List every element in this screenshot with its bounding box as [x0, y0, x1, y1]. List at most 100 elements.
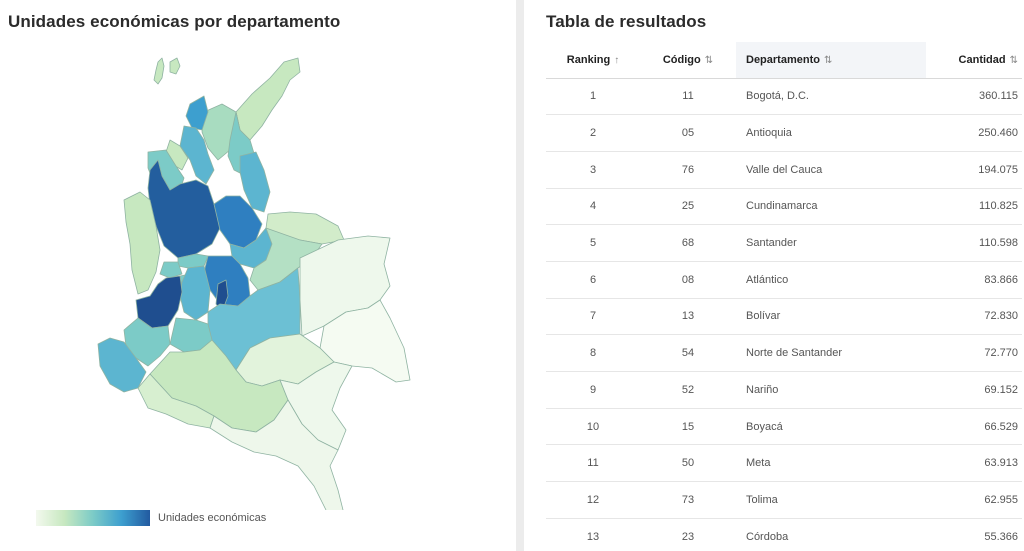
- cell-codigo: 05: [640, 114, 736, 152]
- cell-codigo: 76: [640, 151, 736, 189]
- cell-cantidad: 110.825: [926, 188, 1022, 226]
- table-row: 8 54 Norte de Santander 72.770: [546, 334, 1022, 372]
- cell-cantidad: 69.152: [926, 371, 1022, 409]
- cell-ranking: 6: [546, 261, 640, 299]
- legend-gradient-bar: [36, 510, 150, 526]
- sort-toggle-icon[interactable]: ⇅: [1009, 54, 1018, 66]
- sort-toggle-icon[interactable]: ⇅: [704, 54, 714, 66]
- region-choco[interactable]: [123, 191, 161, 295]
- cell-departamento: Boyacá: [736, 408, 926, 446]
- cell-cantidad: 72.830: [926, 298, 1022, 336]
- map-panel: Unidades económicas por departamento: [0, 12, 516, 526]
- cell-departamento: Atlántico: [736, 261, 926, 299]
- cell-codigo: 73: [640, 481, 736, 519]
- cell-cantidad: 62.955: [926, 481, 1022, 519]
- cell-cantidad: 110.598: [926, 224, 1022, 262]
- region-providencia[interactable]: [169, 57, 181, 75]
- table-title: Tabla de resultados: [546, 12, 707, 31]
- cell-ranking: 3: [546, 151, 640, 189]
- cell-codigo: 25: [640, 188, 736, 226]
- cell-codigo: 08: [640, 261, 736, 299]
- table-row: 10 15 Boyacá 66.529: [546, 408, 1022, 446]
- table-row: 12 73 Tolima 62.955: [546, 481, 1022, 519]
- cell-departamento: Córdoba: [736, 518, 926, 551]
- table-row: 3 76 Valle del Cauca 194.075: [546, 151, 1022, 189]
- table-row: 11 50 Meta 63.913: [546, 444, 1022, 483]
- cell-departamento: Bolívar: [736, 298, 926, 336]
- table-row: 5 68 Santander 110.598: [546, 224, 1022, 262]
- table-row: 13 23 Córdoba 55.366: [546, 518, 1022, 551]
- cell-ranking: 7: [546, 298, 640, 336]
- cell-codigo: 23: [640, 518, 736, 551]
- column-label-codigo: Código: [662, 53, 701, 66]
- cell-codigo: 54: [640, 334, 736, 372]
- cell-departamento: Santander: [736, 224, 926, 262]
- legend-label: Unidades económicas: [158, 512, 267, 524]
- region-santander[interactable]: [213, 195, 263, 249]
- table-header-row: Ranking ↑ Código ⇅ Departamento ⇅ Cantidad ⇅: [546, 42, 1022, 79]
- colombia-choropleth-map[interactable]: [0, 40, 516, 510]
- table-row: 2 05 Antioquia 250.460: [546, 114, 1022, 152]
- region-amazonas[interactable]: [209, 399, 344, 510]
- cell-ranking: 5: [546, 224, 640, 262]
- table-row: 7 13 Bolívar 72.830: [546, 298, 1022, 336]
- cell-ranking: 12: [546, 481, 640, 519]
- results-table: Ranking ↑ Código ⇅ Departamento ⇅ Cantidad ⇅…: [546, 42, 1022, 551]
- region-norte-de-santander[interactable]: [239, 151, 271, 213]
- cell-codigo: 68: [640, 224, 736, 262]
- cell-codigo: 50: [640, 444, 736, 483]
- sort-toggle-icon[interactable]: ⇅: [823, 54, 833, 66]
- cell-cantidad: 66.529: [926, 408, 1022, 446]
- cell-departamento: Antioquia: [736, 114, 926, 152]
- region-la-guajira[interactable]: [235, 57, 301, 141]
- cell-departamento: Cundinamarca: [736, 188, 926, 226]
- cell-ranking: 2: [546, 114, 640, 152]
- region-risaralda[interactable]: [159, 261, 183, 279]
- cell-cantidad: 250.460: [926, 114, 1022, 152]
- cell-ranking: 13: [546, 518, 640, 551]
- column-label-cantidad: Cantidad: [958, 53, 1006, 66]
- table-row: 9 52 Nariño 69.152: [546, 371, 1022, 409]
- table-body: 1 11 Bogotá, D.C. 360.115 2 05 Antioquia 250.4…: [546, 78, 1022, 551]
- cell-codigo: 11: [640, 78, 736, 116]
- cell-departamento: Norte de Santander: [736, 334, 926, 372]
- region-san-andres[interactable]: [153, 57, 165, 85]
- cell-codigo: 15: [640, 408, 736, 446]
- cell-ranking: 4: [546, 188, 640, 226]
- column-header-codigo[interactable]: Código ⇅: [640, 42, 736, 79]
- cell-departamento: Tolima: [736, 481, 926, 519]
- cell-cantidad: 63.913: [926, 444, 1022, 483]
- cell-codigo: 13: [640, 298, 736, 336]
- column-header-ranking[interactable]: Ranking ↑: [546, 42, 640, 79]
- column-label-ranking: Ranking: [566, 53, 611, 66]
- cell-ranking: 10: [546, 408, 640, 446]
- table-row: 6 08 Atlántico 83.866: [546, 261, 1022, 299]
- cell-ranking: 1: [546, 78, 640, 116]
- cell-departamento: Meta: [736, 444, 926, 483]
- column-header-departamento[interactable]: Departamento ⇅: [736, 42, 926, 79]
- region-tolima[interactable]: [179, 265, 211, 321]
- cell-cantidad: 194.075: [926, 151, 1022, 189]
- region-bogota[interactable]: [215, 279, 229, 313]
- table-row: 4 25 Cundinamarca 110.825: [546, 188, 1022, 226]
- sort-ascending-icon[interactable]: ↑: [614, 54, 620, 66]
- region-narino[interactable]: [97, 337, 147, 393]
- table-panel: Tabla de resultados Ranking ↑ Código ⇅ Dep…: [524, 0, 1024, 551]
- cell-ranking: 9: [546, 371, 640, 409]
- cell-codigo: 52: [640, 371, 736, 409]
- column-label-departamento: Departamento: [746, 53, 820, 66]
- column-header-cantidad[interactable]: Cantidad ⇅: [926, 42, 1022, 79]
- cell-departamento: Bogotá, D.C.: [736, 78, 926, 116]
- panel-divider: [516, 0, 524, 551]
- region-atlantico[interactable]: [185, 95, 209, 131]
- cell-cantidad: 55.366: [926, 518, 1022, 551]
- cell-departamento: Valle del Cauca: [736, 151, 926, 189]
- map-title: Unidades económicas por departamento: [8, 12, 341, 31]
- map-legend: Unidades económicas: [36, 510, 266, 526]
- cell-cantidad: 83.866: [926, 261, 1022, 299]
- cell-cantidad: 72.770: [926, 334, 1022, 372]
- cell-cantidad: 360.115: [926, 78, 1022, 116]
- cell-departamento: Nariño: [736, 371, 926, 409]
- cell-ranking: 11: [546, 444, 640, 483]
- cell-ranking: 8: [546, 334, 640, 372]
